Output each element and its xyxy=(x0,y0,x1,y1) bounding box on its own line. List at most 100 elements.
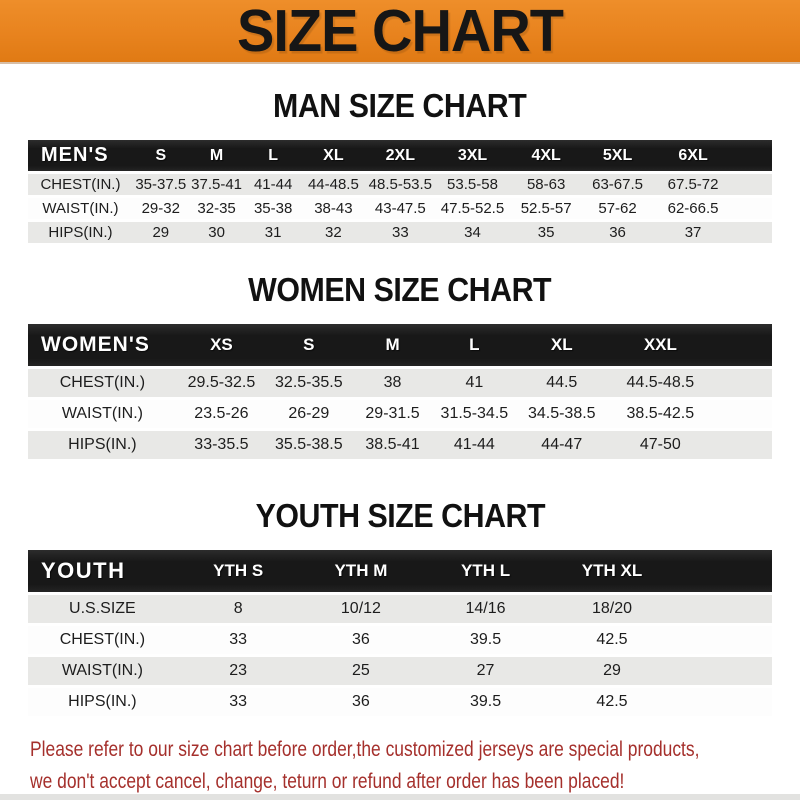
youth-size-cell: 23 xyxy=(176,657,300,688)
youth-row-3: HIPS(IN.) 33 36 39.5 42.5 xyxy=(28,688,772,719)
spacer-cell xyxy=(733,222,772,246)
women-size-table: WOMEN'S XS S M L XL XXL CHEST(IN.) 29.5-32.5 32.5… xyxy=(28,324,772,462)
spacer-cell xyxy=(733,140,772,174)
men-size-cell: 37 xyxy=(652,222,734,246)
youth-section: YOUTH SIZE CHART YOUTH YTH S YTH M YTH L YTH… xyxy=(0,498,800,719)
men-size-cell: 52.5-57 xyxy=(509,198,583,222)
banner-title: SIZE CHART xyxy=(237,0,564,64)
spacer-cell xyxy=(733,198,772,222)
order-note-line-1: Please refer to our size chart before or… xyxy=(30,738,700,761)
men-col-header-l: L xyxy=(244,140,302,174)
men-size-table: MEN'S S M L XL 2XL 3XL 4XL 5XL 6XL CHEST(IN.) 35-37… xyxy=(28,140,772,246)
spacer-cell xyxy=(675,550,772,595)
men-col-header-m: M xyxy=(188,140,245,174)
youth-size-cell: 33 xyxy=(176,626,300,657)
women-col-header-xxl: XXL xyxy=(608,324,713,369)
men-row-1: WAIST(IN.) 29-32 32-35 35-38 38-43 43-47.5 47.… xyxy=(28,198,772,222)
men-size-cell: 29-32 xyxy=(132,198,189,222)
women-size-cell: 29.5-32.5 xyxy=(176,369,267,400)
men-col-header-2xl: 2XL xyxy=(365,140,436,174)
youth-row-label: HIPS(IN.) xyxy=(28,688,177,719)
men-size-cell: 34 xyxy=(435,222,510,246)
men-size-cell: 35 xyxy=(509,222,583,246)
youth-size-cell: 42.5 xyxy=(548,626,676,657)
youth-row-label: CHEST(IN.) xyxy=(28,626,177,657)
men-section: MAN SIZE CHART MEN'S S M L XL 2XL 3XL 4XL 5XL 6XL… xyxy=(0,88,800,246)
women-col-header-s: S xyxy=(266,324,352,369)
men-size-cell: 32 xyxy=(301,222,365,246)
men-size-cell: 67.5-72 xyxy=(652,174,734,198)
youth-section-title-text: YOUTH SIZE CHART xyxy=(255,497,545,534)
youth-size-cell: 36 xyxy=(299,688,423,719)
women-size-cell: 47-50 xyxy=(608,431,713,462)
men-size-cell: 32-35 xyxy=(188,198,245,222)
order-note: Please refer to our size chart before or… xyxy=(30,734,800,798)
women-size-cell: 29-31.5 xyxy=(351,400,434,431)
men-col-header-s: S xyxy=(132,140,189,174)
women-size-cell: 33-35.5 xyxy=(176,431,267,462)
youth-row-2: WAIST(IN.) 23 25 27 29 xyxy=(28,657,772,688)
men-size-cell: 62-66.5 xyxy=(652,198,734,222)
women-col-header-m: M xyxy=(351,324,434,369)
men-section-title-text: MAN SIZE CHART xyxy=(273,87,527,124)
men-size-cell: 58-63 xyxy=(509,174,583,198)
women-row-2: HIPS(IN.) 33-35.5 35.5-38.5 38.5-41 41-44 44-… xyxy=(28,431,772,462)
spacer-cell xyxy=(712,324,772,369)
spacer-cell xyxy=(675,595,772,626)
order-note-line-2: we don't accept cancel, change, teturn o… xyxy=(30,770,625,793)
spacer-cell xyxy=(675,688,772,719)
men-size-cell: 35-38 xyxy=(244,198,302,222)
women-size-cell: 34.5-38.5 xyxy=(515,400,609,431)
men-size-cell: 33 xyxy=(365,222,436,246)
youth-size-cell: 18/20 xyxy=(548,595,676,626)
youth-size-cell: 39.5 xyxy=(422,626,549,657)
men-size-cell: 41-44 xyxy=(244,174,302,198)
women-size-cell: 32.5-35.5 xyxy=(266,369,352,400)
men-col-header-5xl: 5XL xyxy=(582,140,653,174)
men-size-cell: 35-37.5 xyxy=(132,174,189,198)
women-col-header-xl: XL xyxy=(515,324,609,369)
men-col-header-xl: XL xyxy=(301,140,365,174)
youth-row-1: CHEST(IN.) 33 36 39.5 42.5 xyxy=(28,626,772,657)
men-size-cell: 30 xyxy=(188,222,245,246)
youth-col-header-yth-xl: YTH XL xyxy=(548,550,676,595)
youth-row-label: U.S.SIZE xyxy=(28,595,177,626)
women-size-cell: 23.5-26 xyxy=(176,400,267,431)
youth-size-cell: 36 xyxy=(299,626,423,657)
men-row-label: HIPS(IN.) xyxy=(28,222,133,246)
women-size-cell: 38.5-41 xyxy=(351,431,434,462)
women-size-cell: 38 xyxy=(351,369,434,400)
youth-size-cell: 42.5 xyxy=(548,688,676,719)
women-size-cell: 41 xyxy=(433,369,516,400)
men-size-cell: 48.5-53.5 xyxy=(365,174,436,198)
men-col-header-6xl: 6XL xyxy=(652,140,734,174)
women-size-cell: 44.5 xyxy=(515,369,609,400)
men-group-label: MEN'S xyxy=(28,140,133,174)
women-header-row: WOMEN'S XS S M L XL XXL xyxy=(28,324,772,369)
youth-size-cell: 25 xyxy=(299,657,423,688)
bottom-strip xyxy=(0,794,800,800)
men-col-header-4xl: 4XL xyxy=(509,140,583,174)
women-row-label: HIPS(IN.) xyxy=(28,431,177,462)
women-size-cell: 41-44 xyxy=(433,431,516,462)
youth-size-cell: 10/12 xyxy=(299,595,423,626)
youth-col-header-yth-l: YTH L xyxy=(422,550,549,595)
spacer-cell xyxy=(675,657,772,688)
men-row-label: WAIST(IN.) xyxy=(28,198,133,222)
men-size-cell: 29 xyxy=(132,222,189,246)
men-row-label: CHEST(IN.) xyxy=(28,174,133,198)
spacer-cell xyxy=(733,174,772,198)
men-size-cell: 44-48.5 xyxy=(301,174,365,198)
youth-header-row: YOUTH YTH S YTH M YTH L YTH XL xyxy=(28,550,772,595)
women-col-header-l: L xyxy=(433,324,516,369)
women-section-title-text: WOMEN SIZE CHART xyxy=(248,271,552,308)
youth-size-cell: 14/16 xyxy=(422,595,549,626)
youth-row-label: WAIST(IN.) xyxy=(28,657,177,688)
men-size-cell: 57-62 xyxy=(582,198,653,222)
youth-group-label: YOUTH xyxy=(28,550,177,595)
spacer-cell xyxy=(712,400,772,431)
banner: SIZE CHART xyxy=(0,0,800,62)
men-row-2: HIPS(IN.) 29 30 31 32 33 34 35 36 37 xyxy=(28,222,772,246)
women-group-label: WOMEN'S xyxy=(28,324,177,369)
women-section-title: WOMEN SIZE CHART xyxy=(0,272,800,308)
